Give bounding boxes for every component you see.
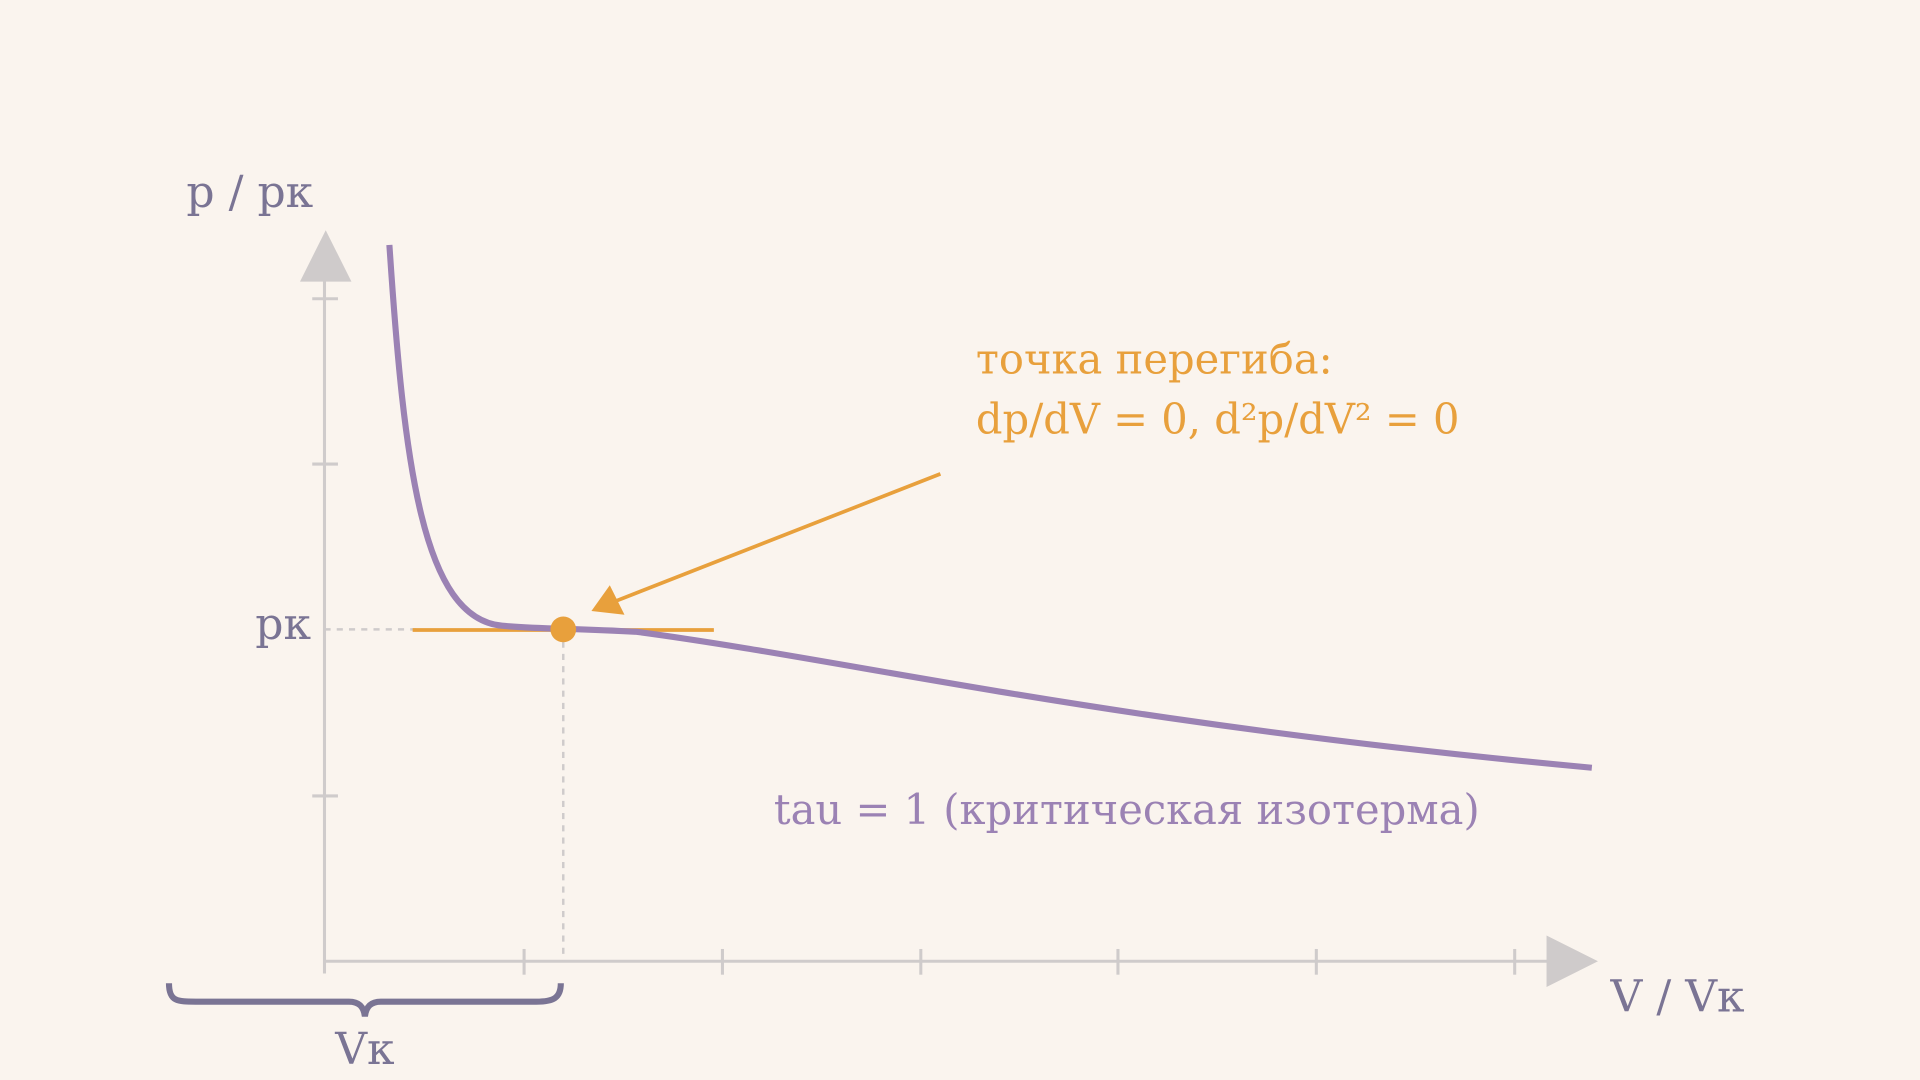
- curve-label: tau = 1 (критическая изотерма): [774, 785, 1480, 834]
- pointer-head: [591, 585, 625, 615]
- annotation-line: точка перегиба:: [976, 334, 1333, 383]
- y-axis-label: p / pк: [186, 167, 313, 218]
- x-arrow: [1546, 935, 1598, 987]
- annotation-line: dp/dV = 0, d²p/dV² = 0: [976, 394, 1460, 443]
- brace: [165, 983, 564, 1017]
- x-marker: Vк: [334, 1024, 395, 1075]
- pointer: [611, 472, 942, 605]
- axes: [312, 279, 1549, 975]
- isotherm: [386, 244, 1593, 771]
- inflection-point: [550, 616, 577, 643]
- y-arrow: [300, 230, 352, 282]
- x-axis-label: V / Vк: [1610, 971, 1746, 1022]
- y-marker: pк: [255, 599, 311, 650]
